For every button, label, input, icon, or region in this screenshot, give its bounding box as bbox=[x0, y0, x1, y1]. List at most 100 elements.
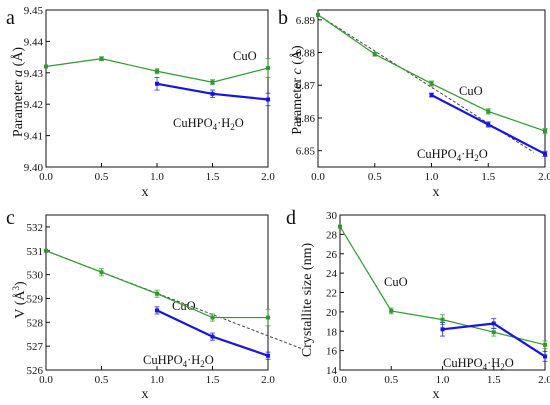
panel-d-xtick-label: 1.0 bbox=[436, 374, 450, 386]
panel-c-ytick-label: 528 bbox=[27, 317, 44, 329]
panel-c-cuhpo4-point bbox=[155, 308, 159, 313]
panel-d-ytick-label: 14 bbox=[326, 365, 338, 377]
panel-a-xtick-label: 2.0 bbox=[261, 171, 275, 183]
panel-a: a Parameter a (Å) x CuO CuHPO4·H2O bbox=[6, 7, 257, 200]
panel-c-xtick-label: 0.5 bbox=[95, 374, 109, 386]
panel-d-ylabel: Crystallite size (nm) bbox=[300, 243, 315, 358]
panel-b-ytick-label: 6.86 bbox=[296, 113, 316, 125]
panel-b-cuo-line bbox=[317, 14, 546, 132]
panel-d-cuhpo4-label: CuHPO4·H2O bbox=[443, 356, 514, 372]
panel-b-cuo-point bbox=[429, 81, 434, 86]
panel-b-plot: 0.0 0.5 1.0 1.5 2.0 6.85 6.86 6.87 6.88 6.89 bbox=[296, 9, 550, 183]
panel-b-ytick-label: 6.89 bbox=[296, 15, 316, 27]
panel-a-xlabel: x bbox=[142, 185, 149, 200]
panel-d-ytick-label: 22 bbox=[326, 288, 337, 300]
panel-b-cuhpo4-point bbox=[429, 93, 434, 98]
panel-c-ytick-label: 530 bbox=[27, 270, 44, 282]
panel-d-ytick-label: 30 bbox=[326, 210, 338, 222]
panel-c-xtick-label: 1.5 bbox=[206, 374, 220, 386]
panel-a-ytick-label: 9.42 bbox=[24, 99, 43, 111]
panel-c-cuo-point bbox=[266, 315, 270, 320]
panel-d-xtick-label: 0.0 bbox=[333, 374, 347, 386]
panel-d-frame bbox=[339, 214, 546, 371]
panel-d-cuo-label: CuO bbox=[384, 275, 408, 289]
panel-d: d Crystallite size (nm) x CuO CuHPO4·H2O bbox=[286, 207, 514, 402]
panel-c-cuo-point bbox=[99, 270, 104, 275]
panel-c-plot: 0.0 0.5 1.0 1.5 2.0 526 527 528 529 530 531 532 bbox=[27, 214, 302, 386]
panel-d-cuhpo4-point bbox=[491, 321, 496, 326]
panel-b-ytick-label: 6.85 bbox=[296, 146, 316, 158]
panel-c-cuhpo4-point bbox=[266, 353, 270, 358]
panel-b-cuo-point bbox=[486, 109, 491, 114]
panel-a-cuo-point bbox=[44, 64, 48, 69]
panel-b-xlabel: x bbox=[433, 185, 440, 200]
panel-c-ytick-label: 529 bbox=[27, 293, 44, 305]
panel-b-xtick-label: 1.0 bbox=[425, 171, 439, 183]
panel-a-cuo-point bbox=[99, 56, 104, 61]
panel-b-letter: b bbox=[278, 7, 288, 29]
panel-d-xtick-label: 2.0 bbox=[538, 374, 550, 386]
panel-b-cuhpo4-label: CuHPO4·H2O bbox=[417, 147, 488, 163]
panel-d-cuo-point bbox=[338, 224, 342, 229]
panel-a-xtick-label: 1.5 bbox=[206, 171, 220, 183]
panel-d-cuo-point bbox=[440, 317, 445, 322]
panel-a-ytick-label: 9.41 bbox=[24, 131, 43, 143]
panel-d-ytick-label: 26 bbox=[326, 249, 338, 261]
panel-b-ylabel: Parameter c (Å) bbox=[289, 45, 305, 135]
panel-b-xtick-label: 2.0 bbox=[538, 171, 550, 183]
panel-d-ytick-label: 20 bbox=[326, 307, 338, 319]
panel-c-cuo-point bbox=[210, 315, 215, 320]
panel-c-cuhpo4-label: CuHPO4·H2O bbox=[143, 353, 214, 369]
panel-c-letter: c bbox=[6, 207, 15, 229]
panel-b-cuo-point bbox=[316, 12, 320, 17]
panel-b-xtick-label: 1.5 bbox=[481, 171, 495, 183]
panel-b-cuo-point bbox=[372, 52, 377, 57]
panel-b-ytick-label: 6.87 bbox=[296, 80, 316, 92]
panel-d-cuo-point bbox=[543, 342, 547, 347]
panel-d-cuhpo4-point bbox=[440, 327, 445, 332]
panel-c-cuo-point bbox=[155, 291, 159, 296]
panel-d-ytick-label: 16 bbox=[326, 346, 338, 358]
panel-d-ytick-label: 18 bbox=[326, 326, 338, 338]
panel-b-xtick-label: 0.5 bbox=[368, 171, 382, 183]
panel-c-ytick-label: 526 bbox=[27, 365, 44, 377]
panel-c: c V (Å3) x CuO CuHPO4·H2O bbox=[6, 207, 214, 402]
panel-b-xtick-label: 0.0 bbox=[311, 171, 325, 183]
panel-a-cuhpo4-point bbox=[210, 91, 215, 96]
panel-c-xtick-label: 2.0 bbox=[261, 374, 275, 386]
panel-b-trend-line bbox=[317, 14, 534, 153]
panel-b-ytick-label: 6.88 bbox=[296, 48, 316, 60]
panel-a-xtick-label: 0.0 bbox=[39, 171, 53, 183]
panel-a-cuo-point bbox=[266, 66, 270, 71]
panel-a-ytick-label: 9.45 bbox=[24, 5, 44, 17]
panel-d-xlabel: x bbox=[433, 387, 440, 402]
panel-a-cuo-point bbox=[155, 69, 159, 74]
panel-a-ytick-label: 9.43 bbox=[24, 68, 44, 80]
panel-b-cuo-point bbox=[543, 129, 547, 134]
panel-a-cuo-point bbox=[210, 80, 215, 85]
panel-a-xtick-label: 1.0 bbox=[150, 171, 164, 183]
panel-d-xtick-label: 0.5 bbox=[384, 374, 398, 386]
panel-c-ytick-label: 532 bbox=[27, 222, 44, 234]
panel-a-ytick-label: 9.40 bbox=[24, 162, 44, 174]
panel-c-ylabel: V (Å3) bbox=[11, 281, 28, 319]
panel-d-cuhpo4-point bbox=[543, 354, 547, 359]
panel-a-ytick-label: 9.44 bbox=[24, 36, 44, 48]
panel-d-cuo-point bbox=[491, 330, 496, 335]
panel-b-frame bbox=[317, 9, 546, 168]
panel-d-ytick-label: 28 bbox=[326, 229, 338, 241]
panel-d-ytick-label: 24 bbox=[326, 268, 338, 280]
panel-c-cuo-point bbox=[44, 248, 48, 253]
panel-b-cuhpo4-point bbox=[543, 151, 547, 156]
panel-d-letter: d bbox=[286, 207, 296, 229]
panel-c-xtick-label: 1.0 bbox=[150, 374, 164, 386]
panel-a-cuhpo4-label: CuHPO4·H2O bbox=[173, 116, 244, 132]
panel-b-cuhpo4-point bbox=[486, 122, 491, 127]
panel-c-ytick-label: 531 bbox=[27, 246, 44, 258]
panel-a-cuhpo4-point bbox=[266, 97, 270, 102]
panel-a-letter: a bbox=[6, 7, 15, 29]
panel-b: b Parameter c (Å) x CuO CuHPO4·H2O bbox=[278, 7, 488, 200]
panel-a-cuo-label: CuO bbox=[233, 49, 257, 63]
panel-a-ylabel: Parameter a (Å) bbox=[10, 47, 26, 138]
